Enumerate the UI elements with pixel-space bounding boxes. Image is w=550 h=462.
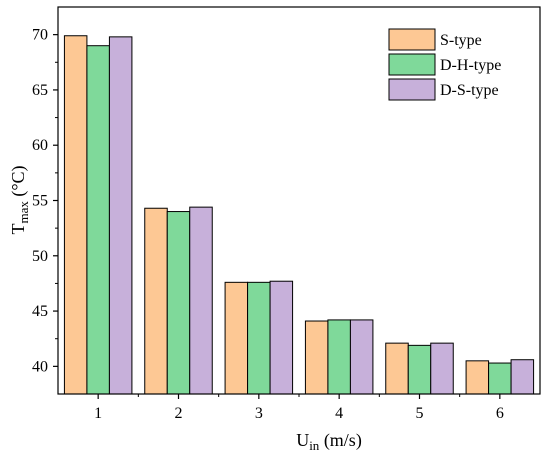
bar-d-h-type-6 bbox=[488, 362, 512, 395]
bar-d-h-type-2 bbox=[166, 211, 191, 395]
bar-d-h-type-5 bbox=[407, 344, 432, 395]
y-tick-label-70: 70 bbox=[32, 27, 48, 44]
legend-swatch-d-s-type bbox=[388, 78, 436, 101]
legend-label-d-s-type: D-S-type bbox=[440, 82, 499, 99]
y-tick-label-50: 50 bbox=[32, 248, 48, 265]
y-tick-label-55: 55 bbox=[32, 193, 48, 210]
legend-label-d-h-type: D-H-type bbox=[440, 57, 501, 74]
y-tick-label-40: 40 bbox=[32, 358, 48, 375]
x-tick-label-2: 2 bbox=[175, 405, 183, 422]
legend-swatch-s-type bbox=[388, 28, 436, 51]
x-tick-label-6: 6 bbox=[496, 405, 504, 422]
y-axis-title-main: T bbox=[8, 224, 28, 235]
y-axis-title: Tmax (°C) bbox=[8, 165, 31, 234]
y-tick-label-65: 65 bbox=[32, 82, 48, 99]
bar-d-s-type-4 bbox=[349, 319, 374, 395]
bar-s-type-1 bbox=[63, 35, 88, 395]
x-axis-title-sub: in bbox=[309, 438, 320, 453]
y-axis-title-sub: max bbox=[16, 201, 31, 224]
bar-d-s-type-5 bbox=[430, 342, 454, 395]
y-axis-title-rest: (°C) bbox=[8, 165, 29, 201]
x-axis-title-main: U bbox=[296, 430, 309, 450]
bar-s-type-4 bbox=[304, 320, 329, 395]
bar-d-s-type-3 bbox=[269, 280, 294, 395]
bars-group bbox=[63, 35, 535, 395]
bar-s-type-2 bbox=[144, 207, 168, 395]
legend: S-type D-H-type D-S-type bbox=[388, 28, 501, 101]
x-axis-title-rest: (m/s) bbox=[319, 430, 362, 451]
bar-s-type-6 bbox=[465, 360, 490, 395]
bar-d-h-type-4 bbox=[327, 319, 351, 395]
y-tick-label-60: 60 bbox=[32, 137, 48, 154]
bar-d-s-type-1 bbox=[108, 36, 133, 395]
bar-d-s-type-6 bbox=[510, 359, 535, 395]
bar-d-h-type-1 bbox=[86, 45, 110, 395]
x-axis-title: Uin (m/s) bbox=[296, 430, 362, 453]
x-tick-label-1: 1 bbox=[94, 405, 102, 422]
bar-d-s-type-2 bbox=[189, 206, 213, 395]
legend-swatch-d-h-type bbox=[388, 53, 436, 76]
x-tick-label-5: 5 bbox=[416, 405, 424, 422]
bar-s-type-3 bbox=[224, 281, 249, 395]
x-tick-label-3: 3 bbox=[255, 405, 263, 422]
legend-label-s-type: S-type bbox=[440, 32, 482, 49]
x-tick-label-4: 4 bbox=[335, 405, 343, 422]
y-tick-label-45: 45 bbox=[32, 303, 48, 320]
bar-d-h-type-3 bbox=[247, 281, 271, 395]
bar-s-type-5 bbox=[385, 342, 409, 395]
